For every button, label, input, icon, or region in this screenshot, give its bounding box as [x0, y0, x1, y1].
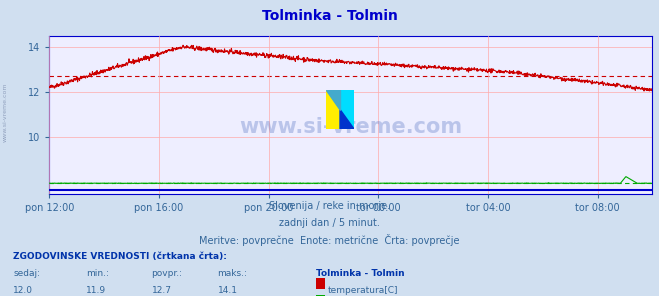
- Polygon shape: [340, 110, 354, 129]
- Polygon shape: [326, 90, 340, 129]
- Polygon shape: [340, 90, 354, 129]
- Text: temperatura[C]: temperatura[C]: [328, 286, 399, 295]
- Text: 11.9: 11.9: [86, 286, 106, 295]
- Text: sedaj:: sedaj:: [13, 269, 40, 278]
- Text: maks.:: maks.:: [217, 269, 247, 278]
- Text: Meritve: povprečne  Enote: metrične  Črta: povprečje: Meritve: povprečne Enote: metrične Črta:…: [199, 234, 460, 246]
- Text: 14.1: 14.1: [217, 286, 237, 295]
- Text: 12.7: 12.7: [152, 286, 171, 295]
- Text: povpr.:: povpr.:: [152, 269, 183, 278]
- Polygon shape: [326, 90, 340, 110]
- Text: Tolminka - Tolmin: Tolminka - Tolmin: [316, 269, 405, 278]
- Text: zadnji dan / 5 minut.: zadnji dan / 5 minut.: [279, 218, 380, 228]
- Text: min.:: min.:: [86, 269, 109, 278]
- Text: 12.0: 12.0: [13, 286, 33, 295]
- Text: www.si-vreme.com: www.si-vreme.com: [3, 83, 8, 142]
- Text: www.si-vreme.com: www.si-vreme.com: [239, 118, 463, 137]
- Text: Slovenija / reke in morje.: Slovenija / reke in morje.: [269, 201, 390, 211]
- Text: Tolminka - Tolmin: Tolminka - Tolmin: [262, 9, 397, 23]
- Text: ZGODOVINSKE VREDNOSTI (črtkana črta):: ZGODOVINSKE VREDNOSTI (črtkana črta):: [13, 252, 227, 260]
